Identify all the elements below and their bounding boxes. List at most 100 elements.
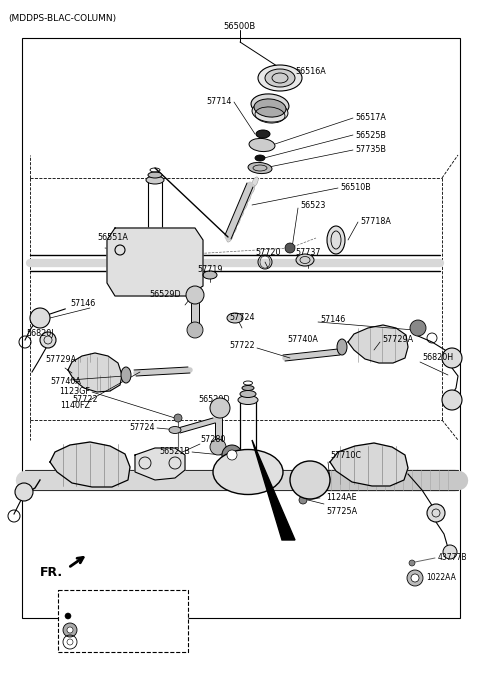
Text: 57740A: 57740A	[50, 377, 81, 386]
Polygon shape	[68, 353, 122, 392]
Text: 56517A: 56517A	[355, 114, 386, 122]
Text: 56500B: 56500B	[224, 22, 256, 31]
Text: 56521B: 56521B	[159, 447, 190, 456]
Circle shape	[427, 504, 445, 522]
Ellipse shape	[234, 216, 240, 226]
Text: 56529D: 56529D	[149, 290, 181, 299]
Text: 57714: 57714	[206, 97, 232, 107]
Text: 56516A: 56516A	[295, 67, 326, 77]
Text: 57280: 57280	[200, 435, 226, 445]
Circle shape	[65, 613, 71, 619]
Text: 57146: 57146	[70, 299, 95, 309]
Circle shape	[210, 398, 230, 418]
Circle shape	[411, 574, 419, 582]
Bar	[22, 38, 460, 618]
Text: (16MY): (16MY)	[66, 600, 96, 609]
Ellipse shape	[337, 339, 347, 355]
Text: 43777B: 43777B	[438, 554, 468, 562]
Ellipse shape	[251, 94, 289, 116]
Ellipse shape	[258, 65, 302, 91]
Ellipse shape	[213, 449, 283, 494]
Text: 1123GF: 1123GF	[59, 388, 90, 396]
Polygon shape	[107, 228, 203, 296]
Ellipse shape	[296, 254, 314, 266]
Circle shape	[210, 439, 226, 455]
Ellipse shape	[121, 367, 131, 383]
Circle shape	[222, 445, 242, 465]
Ellipse shape	[245, 192, 251, 203]
Text: 57725A: 57725A	[326, 507, 357, 517]
Ellipse shape	[255, 155, 265, 161]
Circle shape	[15, 483, 33, 501]
Ellipse shape	[203, 271, 217, 279]
Text: 57729A: 57729A	[45, 356, 76, 364]
Text: 1140FZ: 1140FZ	[60, 401, 90, 411]
Ellipse shape	[238, 208, 244, 218]
Ellipse shape	[265, 69, 295, 87]
Ellipse shape	[240, 390, 256, 398]
Text: 57722: 57722	[72, 396, 97, 405]
Circle shape	[409, 560, 415, 566]
Text: 56510B: 56510B	[340, 184, 371, 192]
Polygon shape	[50, 442, 130, 487]
Text: 57146: 57146	[320, 316, 345, 324]
Text: 57740A: 57740A	[287, 335, 318, 345]
Text: 56551A: 56551A	[97, 233, 128, 243]
Text: FR.: FR.	[40, 566, 63, 579]
Circle shape	[186, 286, 204, 304]
Text: 56523: 56523	[300, 201, 325, 209]
Circle shape	[299, 496, 307, 504]
Circle shape	[442, 390, 462, 410]
Text: 57737: 57737	[295, 248, 321, 257]
Text: 56525B: 56525B	[355, 131, 386, 139]
Ellipse shape	[227, 313, 243, 323]
Circle shape	[442, 348, 462, 368]
Ellipse shape	[252, 177, 258, 187]
Ellipse shape	[248, 163, 272, 173]
Text: 53371C: 53371C	[86, 626, 116, 634]
Text: 53725: 53725	[86, 638, 110, 647]
Text: 56820J: 56820J	[26, 330, 53, 339]
Text: 56529D: 56529D	[198, 396, 229, 405]
Text: 57724: 57724	[130, 424, 155, 432]
Text: 1022AA: 1022AA	[426, 573, 456, 583]
Polygon shape	[252, 440, 295, 540]
Circle shape	[67, 627, 73, 633]
Ellipse shape	[254, 99, 286, 117]
FancyBboxPatch shape	[58, 590, 188, 652]
Ellipse shape	[241, 201, 248, 211]
Ellipse shape	[256, 130, 270, 138]
Circle shape	[227, 450, 237, 460]
Circle shape	[410, 320, 426, 336]
Circle shape	[40, 332, 56, 348]
Text: 57719: 57719	[197, 265, 223, 274]
Ellipse shape	[227, 232, 233, 242]
Ellipse shape	[238, 396, 258, 405]
Ellipse shape	[290, 461, 330, 499]
Circle shape	[174, 414, 182, 422]
Text: 57724: 57724	[229, 313, 255, 322]
Circle shape	[443, 545, 457, 559]
Text: 57722: 57722	[229, 341, 255, 350]
Text: 1124AE: 1124AE	[326, 494, 357, 503]
Ellipse shape	[249, 139, 275, 152]
Text: 56820H: 56820H	[422, 354, 453, 362]
Ellipse shape	[252, 102, 288, 122]
Ellipse shape	[230, 224, 237, 234]
Ellipse shape	[169, 426, 181, 434]
Circle shape	[407, 570, 423, 586]
Ellipse shape	[146, 176, 164, 184]
Ellipse shape	[327, 226, 345, 254]
Ellipse shape	[248, 185, 255, 195]
Text: 57729A: 57729A	[382, 335, 413, 345]
Circle shape	[187, 322, 203, 338]
Text: 57710C: 57710C	[330, 450, 361, 460]
Circle shape	[30, 308, 50, 328]
Ellipse shape	[148, 172, 162, 178]
Polygon shape	[135, 448, 185, 480]
Polygon shape	[348, 325, 408, 363]
Text: 57718A: 57718A	[360, 218, 391, 226]
Text: 1430AK: 1430AK	[86, 611, 116, 620]
Ellipse shape	[242, 386, 254, 390]
Circle shape	[63, 623, 77, 637]
